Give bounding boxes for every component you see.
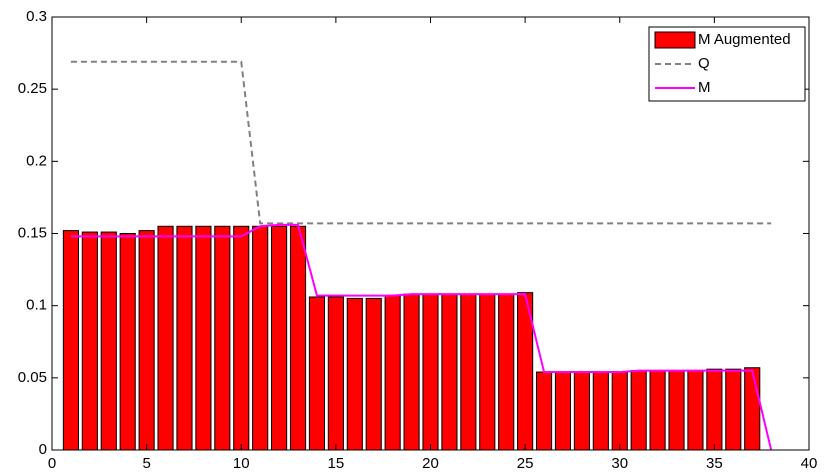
line xyxy=(70,60,772,225)
bar xyxy=(422,293,439,451)
x-tick-label: 35 xyxy=(706,455,723,472)
x-tick-label: 0 xyxy=(48,455,56,472)
x-tick-label: 15 xyxy=(328,455,345,472)
x-tick-label: 5 xyxy=(142,455,150,472)
bar xyxy=(138,230,155,451)
legend-label: M Augmented xyxy=(698,31,791,48)
bar xyxy=(687,370,704,451)
x-tick-label: 25 xyxy=(517,455,534,472)
y-tick-label: 0.1 xyxy=(26,297,47,314)
bar xyxy=(365,297,382,451)
y-tick-label: 0.3 xyxy=(26,8,47,25)
bar xyxy=(460,293,477,451)
x-tick-label: 40 xyxy=(801,455,818,472)
x-tick-label: 10 xyxy=(233,455,250,472)
bar xyxy=(308,296,326,451)
x-tick-label: 20 xyxy=(422,455,439,472)
x-tick-label: 30 xyxy=(611,455,628,472)
bar xyxy=(100,231,117,451)
bar xyxy=(327,296,344,451)
legend: M Augmented QM xyxy=(648,26,806,102)
bar xyxy=(554,371,572,451)
bar xyxy=(346,297,363,451)
y-tick-label: 0.15 xyxy=(18,224,47,241)
bar xyxy=(573,371,590,451)
bar xyxy=(498,293,515,451)
bar xyxy=(403,293,420,451)
bar xyxy=(384,295,401,451)
bar xyxy=(119,233,136,451)
bar xyxy=(535,371,553,451)
bar xyxy=(611,371,628,451)
bar xyxy=(81,231,98,451)
bar xyxy=(271,225,288,451)
line xyxy=(70,223,773,451)
legend-swatch xyxy=(654,31,696,49)
bar xyxy=(441,293,458,451)
y-tick-label: 0.25 xyxy=(18,80,47,97)
y-tick-label: 0 xyxy=(39,441,47,458)
bar xyxy=(649,370,666,451)
bar xyxy=(252,225,269,451)
legend-label: Q xyxy=(698,55,710,72)
bar xyxy=(592,371,609,451)
bar xyxy=(214,225,231,451)
bar xyxy=(479,293,496,451)
bar xyxy=(630,370,647,451)
bar xyxy=(289,225,307,451)
bar xyxy=(706,368,723,451)
bar xyxy=(195,225,212,451)
bar xyxy=(744,367,761,451)
legend-label: M xyxy=(698,79,711,96)
bar xyxy=(668,370,685,451)
bar xyxy=(176,225,193,451)
bar xyxy=(157,225,174,451)
y-tick-label: 0.2 xyxy=(26,152,47,169)
y-tick-label: 0.05 xyxy=(18,369,47,386)
bar xyxy=(725,368,742,451)
bar xyxy=(62,230,79,451)
bar xyxy=(233,225,250,451)
